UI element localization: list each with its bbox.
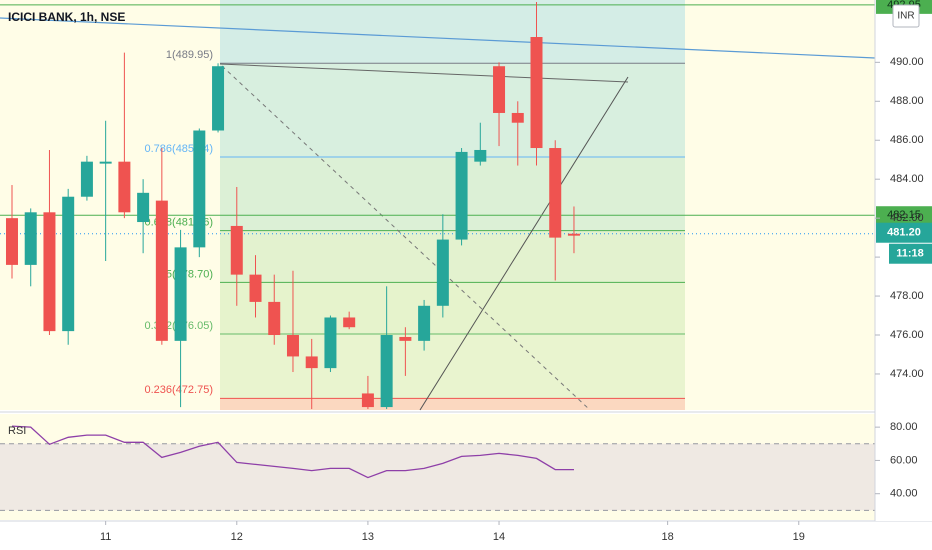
rsi-band bbox=[0, 443, 875, 511]
candle-body bbox=[249, 274, 262, 302]
candle-body bbox=[380, 335, 393, 408]
candle-body bbox=[212, 66, 225, 131]
y-tick-label: 40.00 bbox=[890, 488, 918, 500]
background-layer: 1(489.95)0.786(485.14)0.618(481.36)0.5(4… bbox=[0, 0, 875, 511]
price-line-tag bbox=[876, 206, 932, 225]
candle-body bbox=[268, 301, 281, 336]
last-price-tag-label: 481.20 bbox=[887, 227, 921, 239]
data-layer bbox=[0, 1, 875, 479]
candle-body bbox=[286, 335, 299, 357]
candle-body bbox=[549, 148, 562, 238]
x-tick-label: 13 bbox=[362, 531, 374, 543]
currency-label: INR bbox=[897, 11, 914, 22]
y-tick-label: 484.00 bbox=[890, 173, 924, 185]
fib-level-label: 1(489.95) bbox=[166, 49, 213, 61]
candle-body bbox=[418, 305, 431, 341]
fib-band bbox=[220, 230, 685, 283]
fib-band bbox=[220, 282, 685, 335]
candle-body bbox=[230, 225, 243, 275]
x-tick-label: 19 bbox=[793, 531, 805, 543]
y-tick-label: 488.00 bbox=[890, 95, 924, 107]
candle-body bbox=[80, 161, 93, 197]
triangle-edge bbox=[419, 76, 629, 411]
fib-band bbox=[220, 156, 685, 231]
candle-body bbox=[137, 192, 150, 223]
y-tick-label: 476.00 bbox=[890, 329, 924, 341]
y-tick-label: 478.00 bbox=[890, 290, 924, 302]
candle-body bbox=[174, 247, 187, 341]
x-tick-label: 14 bbox=[493, 531, 505, 543]
x-tick-label: 18 bbox=[662, 531, 674, 543]
candle-body bbox=[193, 130, 206, 248]
rsi-title: RSI bbox=[8, 425, 26, 437]
triangle-edge bbox=[219, 63, 629, 83]
x-tick-label: 12 bbox=[231, 531, 243, 543]
candle-body bbox=[305, 356, 318, 369]
fib-trend-line bbox=[221, 65, 591, 411]
candle-body bbox=[99, 161, 112, 164]
symbol-title: ICICI BANK, 1h, NSE bbox=[8, 10, 125, 24]
candle-body bbox=[511, 112, 524, 123]
currency-box[interactable] bbox=[892, 4, 920, 28]
candle-body bbox=[5, 218, 18, 265]
rsi-line bbox=[11, 425, 574, 479]
fib-level-label: 0.236(472.75) bbox=[145, 384, 214, 396]
rsi-pane bbox=[0, 414, 875, 520]
candle-body bbox=[62, 196, 75, 332]
candle-body bbox=[24, 212, 37, 265]
y-tick-label: 60.00 bbox=[890, 454, 918, 466]
y-tick-label: 490.00 bbox=[890, 56, 924, 68]
candle-body bbox=[118, 161, 131, 213]
candle-body bbox=[530, 37, 543, 149]
candle-body bbox=[474, 149, 487, 162]
y-tick-label: 486.00 bbox=[890, 134, 924, 146]
last-price-tag bbox=[876, 222, 932, 243]
y-tick-label: 482.00 bbox=[890, 212, 924, 224]
candle-body bbox=[567, 233, 580, 236]
y-tick-label: 474.00 bbox=[890, 368, 924, 380]
x-tick-label: 11 bbox=[100, 531, 111, 543]
candle-body bbox=[361, 393, 374, 408]
candle-body bbox=[455, 151, 468, 240]
fib-band bbox=[220, 63, 685, 157]
candle-body bbox=[324, 317, 337, 369]
price-line-tag-label: 482.15 bbox=[887, 209, 921, 221]
y-tick-label: 80.00 bbox=[890, 421, 918, 433]
drawings bbox=[0, 17, 876, 411]
candle-body bbox=[493, 66, 506, 113]
countdown-tag bbox=[889, 243, 932, 264]
candle-body bbox=[43, 212, 56, 332]
trend-line bbox=[0, 17, 876, 59]
countdown-label: 11:18 bbox=[896, 248, 924, 260]
candle-body bbox=[155, 200, 168, 341]
fib-band bbox=[220, 398, 685, 410]
candle-body bbox=[436, 239, 449, 306]
candle-body bbox=[399, 336, 412, 341]
candle-body bbox=[343, 317, 356, 328]
